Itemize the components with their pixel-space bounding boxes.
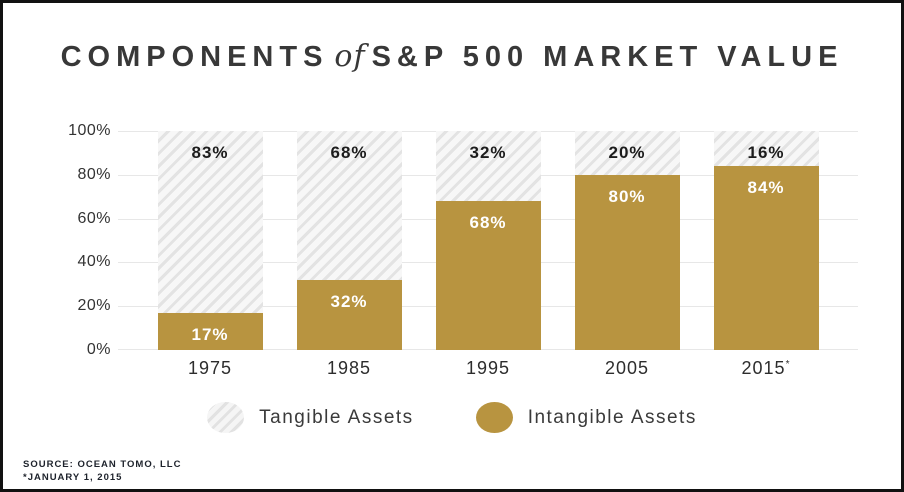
title-part2: S&P 500 MARKET VALUE xyxy=(371,41,844,73)
page-title: COMPONENTS of S&P 500 MARKET VALUE xyxy=(3,39,901,74)
intangible-segment-1985: 32% xyxy=(296,279,402,350)
bar-group-2005: 20% 80% 2005 xyxy=(574,131,680,378)
tangible-value-label: 68% xyxy=(330,143,368,163)
source-line: SOURCE: OCEAN TOMO, LLC xyxy=(23,459,182,470)
bar-group-1985: 68% 32% 1985 xyxy=(296,131,402,378)
x-tick-label-2015: 2015* xyxy=(741,358,791,378)
y-tick-label-80: 80% xyxy=(77,166,111,183)
legend-label-intangible: Intangible Assets xyxy=(527,406,697,428)
bar-group-1975: 83% 17% 1975 xyxy=(157,131,263,378)
plot-area: 83% 17% 1975 68% 32% 1985 32% xyxy=(118,131,858,378)
intangible-segment-1975: 17% xyxy=(157,312,263,350)
intangible-value-label: 80% xyxy=(608,186,646,206)
title-part1: COMPONENTS xyxy=(60,41,329,73)
y-tick-label-0: 0% xyxy=(86,341,111,358)
x-tick-label-2005: 2005 xyxy=(604,358,650,378)
legend-label-tangible: Tangible Assets xyxy=(259,406,414,428)
intangible-value-label: 68% xyxy=(469,213,507,233)
x-tick-label-1975: 1975 xyxy=(187,358,233,378)
y-tick-label-100: 100% xyxy=(68,122,111,139)
source-note: SOURCE: OCEAN TOMO, LLC *JANUARY 1, 2015 xyxy=(23,458,181,484)
tangible-value-label: 32% xyxy=(469,143,507,163)
tangible-segment-1975: 83% xyxy=(157,131,263,313)
tangible-value-label: 83% xyxy=(191,143,229,163)
tangible-segment-1995: 32% xyxy=(435,131,541,202)
tangible-value-label: 20% xyxy=(608,143,646,163)
y-tick-label-60: 60% xyxy=(77,210,111,227)
bar-group-1995: 32% 68% 1995 xyxy=(435,131,541,378)
y-tick-label-40: 40% xyxy=(77,253,111,270)
tangible-segment-1985: 68% xyxy=(296,131,402,280)
gold-circle-swatch-icon xyxy=(475,402,513,433)
tangible-segment-2005: 20% xyxy=(574,131,680,175)
y-tick-label-20: 20% xyxy=(77,297,111,314)
bar-group-2015: 16% 84% 2015* xyxy=(713,131,819,378)
legend-item-intangible: Intangible Assets xyxy=(475,402,697,433)
x-tick-label-1995: 1995 xyxy=(465,358,511,378)
tangible-segment-2015: 16% xyxy=(713,131,819,167)
x-tick-label-1985: 1985 xyxy=(326,358,372,378)
footnote-line: *JANUARY 1, 2015 xyxy=(23,472,123,483)
legend-item-tangible: Tangible Assets xyxy=(207,402,414,433)
tangible-value-label: 16% xyxy=(747,143,785,163)
bars-row: 83% 17% 1975 68% 32% 1985 32% xyxy=(118,131,858,378)
legend: Tangible Assets Intangible Assets xyxy=(3,402,901,433)
intangible-segment-2015: 84% xyxy=(713,166,819,350)
intangible-segment-2005: 80% xyxy=(574,174,680,350)
intangible-value-label: 17% xyxy=(191,324,229,344)
intangible-value-label: 32% xyxy=(330,291,368,311)
intangible-segment-1995: 68% xyxy=(435,201,541,350)
title-connector: of xyxy=(334,39,366,74)
hatched-circle-swatch-icon xyxy=(207,402,245,433)
intangible-value-label: 84% xyxy=(747,178,785,198)
